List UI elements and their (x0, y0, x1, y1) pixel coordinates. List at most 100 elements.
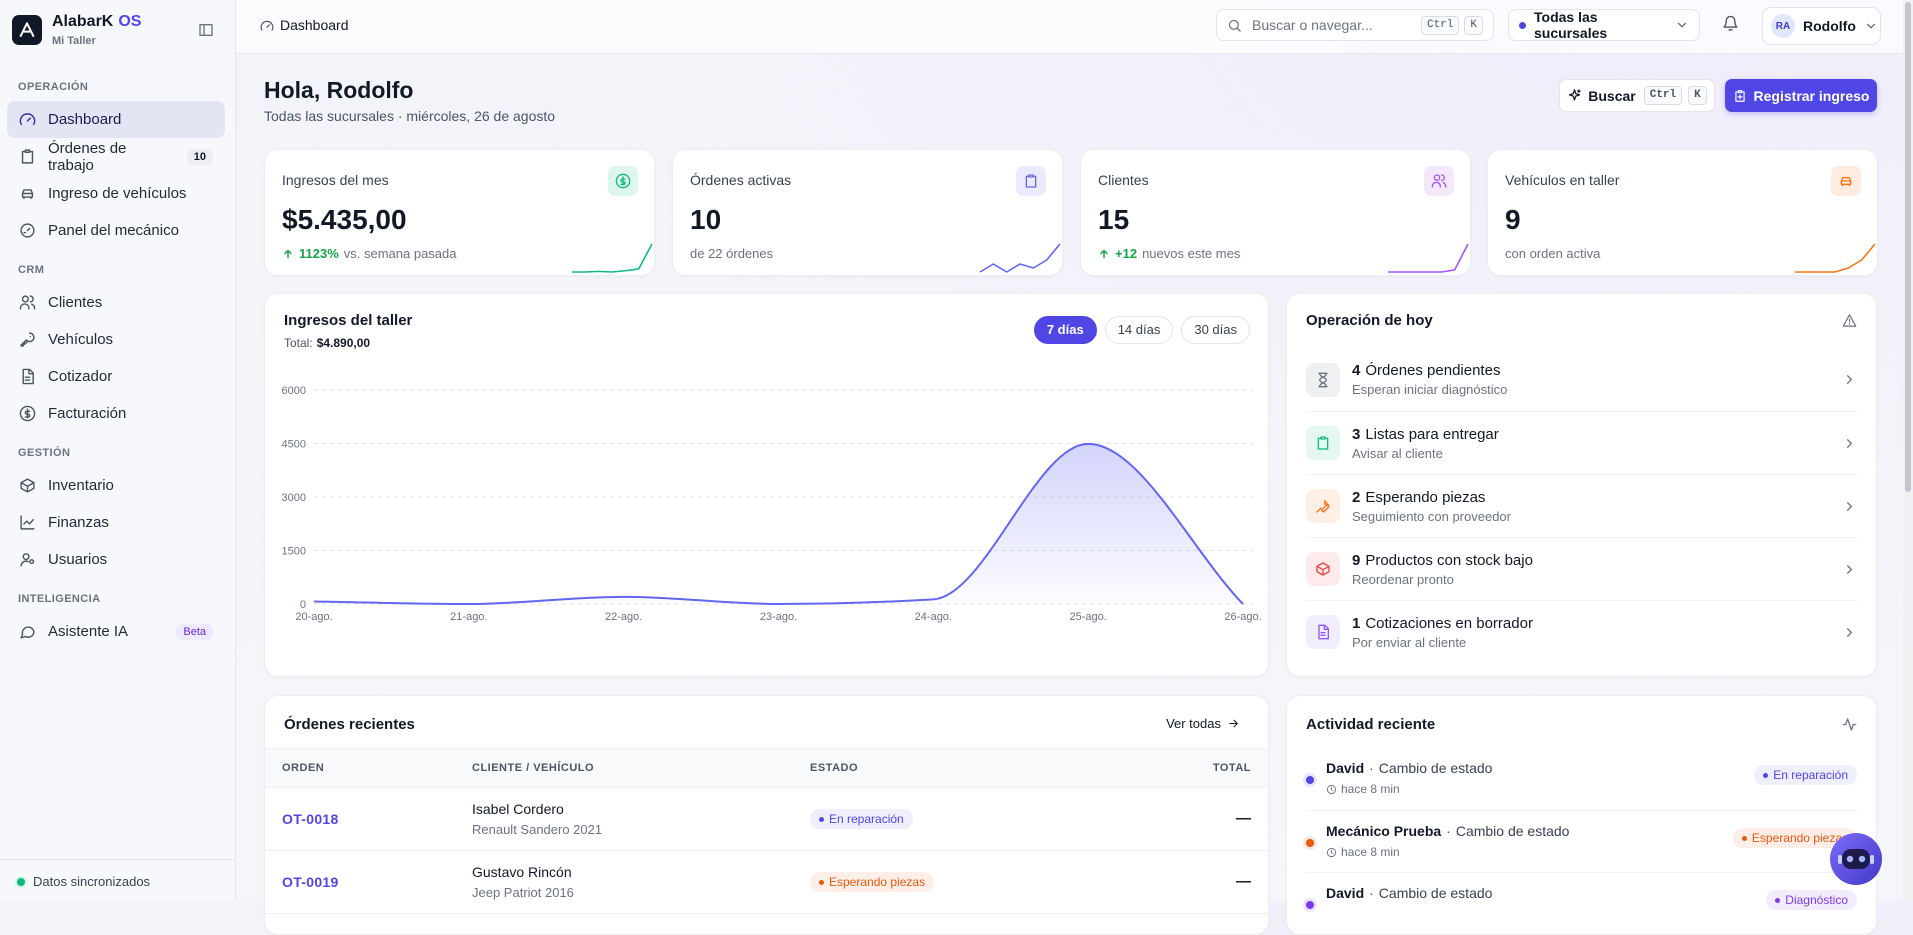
activity-action: Cambio de estado (1455, 823, 1570, 839)
nav-item[interactable]: Facturación (7, 395, 225, 432)
kbd: Ctrl (1420, 15, 1460, 35)
today-count: 2 (1352, 488, 1361, 506)
today-label: Productos con stock bajo (1365, 551, 1533, 569)
icon-path (1025, 174, 1037, 188)
bot-eye (1858, 855, 1866, 863)
nav-item[interactable]: Panel del mecánico (7, 212, 225, 249)
status-dot (1775, 897, 1781, 903)
sparkline (1795, 243, 1876, 273)
icon[interactable] (198, 22, 214, 38)
nav-badge: Beta (176, 623, 213, 640)
icon-path (1847, 438, 1852, 448)
stat-value: 15 (1098, 204, 1130, 235)
icon[interactable] (1722, 15, 1739, 32)
today-detail: Seguimiento con proveedor (1352, 508, 1511, 524)
icon-path (1318, 372, 1328, 387)
brand: AlabarK OS (52, 13, 141, 31)
icon-path (1316, 500, 1330, 513)
nav-item[interactable]: Dashboard (7, 101, 225, 138)
icon-path (1326, 847, 1337, 857)
icon-path (19, 295, 36, 310)
assistant-bot[interactable] (1829, 832, 1883, 886)
nav-item[interactable]: Ingreso de vehículos (7, 175, 225, 212)
nav-item[interactable]: Órdenes de trabajo 10 (7, 138, 225, 175)
nav-item[interactable]: Inventario (7, 467, 225, 504)
stat-icon (1016, 166, 1046, 196)
today-row[interactable]: 1 Cotizaciones en borrador Por enviar al c… (1306, 600, 1857, 663)
icon (1228, 19, 1241, 32)
nav-item[interactable]: Cotizador (7, 358, 225, 395)
icon (1229, 719, 1238, 728)
order-total: — (1236, 810, 1251, 827)
nav-item[interactable]: Clientes (7, 284, 225, 321)
primary-button[interactable]: Registrar ingreso (1725, 79, 1877, 112)
activity-time: hace 8 min (1326, 845, 1400, 859)
y-tick-label: 0 (300, 599, 306, 611)
icon (1847, 501, 1852, 511)
icon (1569, 89, 1581, 101)
nav-item[interactable]: Usuarios (7, 541, 225, 578)
range-button[interactable]: 7 días (1033, 316, 1097, 344)
status-pill: Esperando piezas (1732, 828, 1857, 848)
search-button[interactable]: Buscar Ctrl K (1559, 79, 1715, 112)
activity-heading: Mecánico Prueba · Cambio de estado (1326, 823, 1569, 839)
x-tick-label: 21-ago. (450, 611, 487, 623)
activity-row: Mecánico Prueba · Cambio de estado hace 8 m… (1306, 810, 1857, 872)
bot-ear (1870, 855, 1874, 864)
nav: OPERACIÓN Dashboard Órdenes de trabajo 10 In… (0, 66, 235, 650)
sparkline (1388, 243, 1469, 273)
icon-path (1229, 719, 1238, 728)
stat-note: con orden activa (1505, 246, 1600, 261)
icon (20, 332, 35, 347)
x-tick-label: 20-ago. (295, 611, 332, 623)
today-detail: Reordenar pronto (1352, 571, 1454, 587)
order-row[interactable]: OT-0019 Gustavo Rincón Jeep Patriot 2016 Es… (265, 851, 1268, 914)
nav-item[interactable]: Asistente IA Beta (7, 613, 225, 650)
separator: · (1446, 823, 1451, 839)
today-row[interactable]: 9 Productos con stock bajo Reordenar pront… (1306, 537, 1857, 600)
today-icon (1306, 362, 1340, 397)
branch-select[interactable]: Todas las sucursales (1508, 9, 1700, 41)
logo (12, 15, 42, 45)
view-all-link[interactable]: Ver todas (1166, 716, 1240, 731)
stat-note: +12 nuevos este mes (1098, 246, 1240, 261)
scrollbar-thumb[interactable] (1905, 2, 1911, 492)
order-client: Isabel Cordero (472, 801, 564, 817)
search-box[interactable]: Buscar o navegar... Ctrl K (1216, 9, 1494, 41)
status-label: En reparación (1773, 768, 1848, 782)
nav-label: Usuarios (48, 551, 108, 568)
nav-section-title: CRM (18, 264, 45, 276)
icon-path (199, 24, 213, 36)
page-subtitle: Todas las sucursales · miércoles, 26 de … (264, 108, 556, 124)
total-value: $4.890,00 (316, 336, 371, 350)
stat-icon (608, 166, 638, 196)
sync-dot (17, 878, 25, 886)
today-row[interactable]: 4 Órdenes pendientes Esperan iniciar diagn… (1306, 348, 1857, 411)
range-button[interactable]: 30 días (1181, 316, 1250, 344)
range-button[interactable]: 14 días (1104, 316, 1174, 344)
today-row[interactable]: 2 Esperando piezas Seguimiento con proveed… (1306, 474, 1857, 537)
sparkline-line (1388, 243, 1469, 273)
today-row[interactable]: 3 Listas para entregar Avisar al cliente (1306, 411, 1857, 474)
status-dot (819, 816, 824, 822)
nav-label: Cotizador (48, 368, 113, 385)
today-heading: 1 Cotizaciones en borrador (1352, 615, 1830, 632)
stat-note: 1123% vs. semana pasada (282, 246, 457, 261)
today-count: 1 (1352, 614, 1361, 632)
icon-path (21, 189, 34, 200)
icon-path (1866, 23, 1875, 29)
icon (21, 149, 34, 164)
x-tick-label: 23-ago. (760, 611, 797, 623)
order-row[interactable]: OT-0018 Isabel Cordero Renault Sandero 202… (265, 788, 1268, 851)
nav-item[interactable]: Finanzas (7, 504, 225, 541)
icon (20, 515, 35, 530)
nav-item[interactable]: Vehículos (7, 321, 225, 358)
icon (1847, 627, 1852, 637)
x-tick-label: 24-ago. (915, 611, 952, 623)
breadcrumb: Dashboard (280, 17, 349, 33)
user-menu[interactable]: RA Rodolfo (1762, 7, 1881, 45)
icon-path (20, 626, 35, 639)
status-dot (1763, 772, 1769, 778)
sidebar-divider (0, 859, 235, 860)
